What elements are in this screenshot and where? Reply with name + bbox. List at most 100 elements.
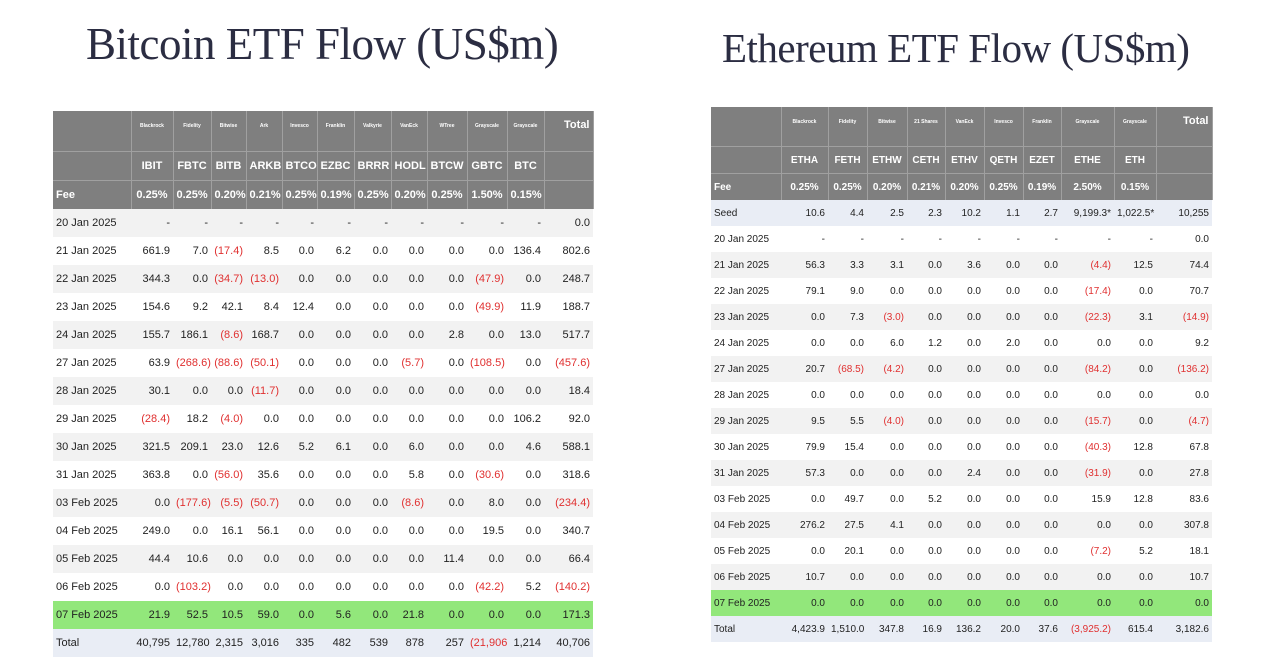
row-date: 30 Jan 2025 [53, 433, 131, 461]
flow-value: 249.0 [131, 517, 173, 545]
ticker-symbol: ETHW [867, 146, 908, 174]
flow-value: 0.0 [1061, 330, 1114, 356]
flow-value: 0.0 [907, 252, 945, 278]
flow-value: 344.3 [131, 265, 173, 293]
row-date: 31 Jan 2025 [711, 460, 781, 486]
bitcoin-etf-title: Bitcoin ETF Flow (US$m) [86, 19, 559, 69]
flow-value: 8.5 [246, 237, 282, 265]
flow-value: (5.7) [391, 349, 427, 377]
flow-value: 10.5 [211, 601, 246, 629]
flow-value: 0.0 [507, 517, 544, 545]
flow-value: 0.0 [354, 293, 391, 321]
flow-value: 10,255 [1156, 200, 1212, 226]
flow-value: 0.0 [1114, 512, 1156, 538]
flow-value: 517.7 [544, 321, 593, 349]
flow-value: 10.6 [781, 200, 828, 226]
flow-row: 06 Feb 2025 0.0 (103.2) 0.0 0.0 0.0 0.0 0.0 0.0 0… [53, 573, 593, 601]
flow-value: 0.0 [1023, 382, 1061, 408]
provider-name: Fidelity [828, 107, 868, 147]
flow-value: 92.0 [544, 405, 593, 433]
flow-value: - [828, 226, 867, 252]
flow-row: 27 Jan 2025 20.7 (68.5) (4.2) 0.0 0.0 0.0 0.0 (8… [711, 356, 1212, 382]
flow-value: 0.0 [246, 405, 282, 433]
flow-value: 0.0 [907, 408, 945, 434]
flow-value: 0.0 [945, 538, 984, 564]
flow-value: 0.0 [467, 321, 507, 349]
flow-row: 27 Jan 2025 63.9 (268.6) (88.6) (50.1) 0.0 0.0… [53, 349, 593, 377]
flow-value: 0.0 [427, 349, 467, 377]
flow-value: 0.0 [507, 545, 544, 573]
flow-value: - [246, 209, 282, 237]
flow-value: 0.0 [907, 356, 945, 382]
flow-value: 18.2 [173, 405, 211, 433]
flow-value: 3,016 [246, 629, 282, 657]
total-row: Total 4,423.9 1,510.0 347.8 16.9 136.2 20.0 37.… [711, 616, 1212, 642]
flow-value: (4.2) [867, 356, 907, 382]
corner-cell [711, 107, 782, 147]
flow-value: 0.0 [354, 321, 391, 349]
flow-value: 2.4 [945, 460, 984, 486]
provider-name: Grayscale [1061, 107, 1115, 147]
fee-value: 0.25% [427, 180, 468, 209]
flow-value: 0.0 [945, 564, 984, 590]
flow-value: (108.5) [467, 349, 507, 377]
flow-value: 482 [317, 629, 354, 657]
flow-value: 7.3 [828, 304, 867, 330]
fee-value: 0.19% [1023, 173, 1062, 200]
flow-value: 0.0 [1156, 382, 1212, 408]
flow-value: 257 [427, 629, 467, 657]
flow-value: 0.0 [246, 545, 282, 573]
ticker-symbol: QETH [984, 146, 1024, 174]
row-date: 21 Jan 2025 [711, 252, 781, 278]
flow-value: 9.2 [173, 293, 211, 321]
flow-value: 0.0 [945, 356, 984, 382]
flow-row: 22 Jan 2025 344.3 0.0 (34.7) (13.0) 0.0 0.0 0.0… [53, 265, 593, 293]
fee-value: 2.50% [1061, 173, 1115, 200]
flow-row: 22 Jan 2025 79.1 9.0 0.0 0.0 0.0 0.0 0.0 (17.4) 0… [711, 278, 1212, 304]
flow-value: 0.0 [427, 293, 467, 321]
flow-value: (140.2) [544, 573, 593, 601]
flow-value: 0.0 [1023, 330, 1061, 356]
flow-value: 1.2 [907, 330, 945, 356]
flow-value: 5.2 [282, 433, 317, 461]
flow-value: 0.0 [907, 278, 945, 304]
flow-value: 0.0 [467, 545, 507, 573]
flow-value: 10.7 [1156, 564, 1212, 590]
flow-value: 8.0 [467, 489, 507, 517]
flow-value: 35.6 [246, 461, 282, 489]
flow-value: 0.0 [828, 460, 867, 486]
flow-row: 23 Jan 2025 0.0 7.3 (3.0) 0.0 0.0 0.0 0.0 (22.3)… [711, 304, 1212, 330]
provider-name: Ark [246, 111, 283, 152]
flow-value: (40.3) [1061, 434, 1114, 460]
flow-value: 0.0 [507, 377, 544, 405]
row-date: 20 Jan 2025 [53, 209, 131, 237]
flow-value: - [354, 209, 391, 237]
flow-value: 0.0 [354, 573, 391, 601]
flow-value: 67.8 [1156, 434, 1212, 460]
flow-value: 6.1 [317, 433, 354, 461]
fee-value [1156, 173, 1213, 200]
flow-value: 0.0 [867, 590, 907, 616]
row-date: 30 Jan 2025 [711, 434, 781, 460]
flow-value: 321.5 [131, 433, 173, 461]
flow-value: (13.0) [246, 265, 282, 293]
flow-value: 0.0 [945, 330, 984, 356]
flow-value: 0.0 [173, 377, 211, 405]
flow-value: 335 [282, 629, 317, 657]
flow-value: 802.6 [544, 237, 593, 265]
flow-value: 6.2 [317, 237, 354, 265]
flow-value: 0.0 [427, 489, 467, 517]
total-row: Total 40,795 12,780 2,315 3,016 335 482 539 878 2… [53, 629, 593, 657]
flow-value: 0.0 [131, 573, 173, 601]
flow-value: - [907, 226, 945, 252]
flow-value: (8.6) [211, 321, 246, 349]
flow-value: 0.0 [427, 405, 467, 433]
flow-value: 0.0 [354, 601, 391, 629]
flow-value: (4.0) [211, 405, 246, 433]
flow-value: 18.4 [544, 377, 593, 405]
flow-value: 0.0 [1061, 382, 1114, 408]
ticker-symbol: ARKB [246, 151, 283, 181]
ticker-symbol: ETH [1114, 146, 1157, 174]
flow-value: 0.0 [427, 517, 467, 545]
flow-value: 0.0 [1023, 356, 1061, 382]
